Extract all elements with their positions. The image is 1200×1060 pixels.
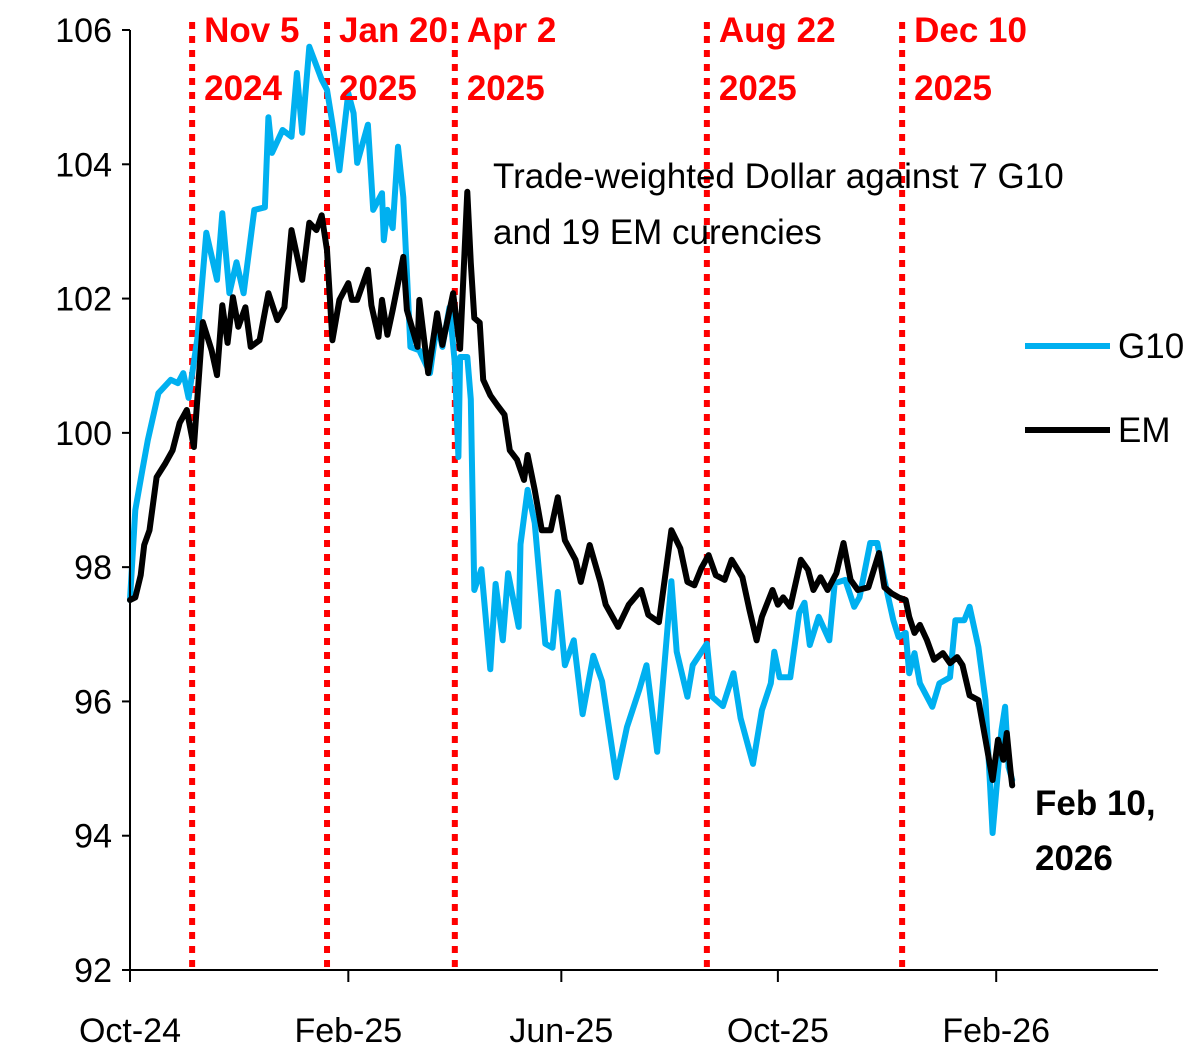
y-ticks: 92 94 96 98 100 102 104 106	[55, 12, 130, 990]
event-markers	[189, 22, 906, 970]
y-tick-label: 96	[74, 683, 112, 721]
event-labels: Nov 5 2024 Jan 20 2025 Apr 2 2025 Aug 22 2025 De…	[204, 11, 1027, 108]
legend-label-em: EM	[1118, 411, 1171, 450]
axes	[129, 30, 1158, 971]
y-tick-label: 98	[74, 549, 112, 587]
series-lines	[127, 43, 1016, 836]
x-tick-label: Jun-25	[509, 1012, 613, 1050]
event-label-line: Nov 5	[204, 11, 299, 50]
event-label-line: 2025	[914, 69, 992, 108]
series-line-em	[127, 188, 1016, 789]
x-tick-label: Oct-24	[79, 1012, 181, 1050]
y-tick-label: 102	[55, 281, 112, 319]
y-tick-label: 94	[74, 818, 112, 856]
x-tick-label: Feb-25	[294, 1012, 402, 1050]
legend: G10 EM	[1025, 327, 1184, 450]
x-tick-label: Oct-25	[727, 1012, 829, 1050]
series-line-g10	[127, 43, 1016, 836]
event-label-line: Apr 2	[467, 11, 556, 50]
y-tick-label: 104	[55, 146, 112, 184]
event-label-line: Dec 10	[914, 11, 1027, 50]
x-tick-label: Feb-26	[942, 1012, 1050, 1050]
event-label-line: 2024	[204, 69, 282, 108]
y-tick-label: 92	[74, 952, 112, 990]
event-label-line: 2025	[719, 69, 797, 108]
end-date-label-line-1: Feb 10,	[1035, 784, 1156, 823]
event-label-line: Jan 20	[339, 11, 448, 50]
event-label-line: 2025	[467, 69, 545, 108]
event-label-line: Aug 22	[719, 11, 836, 50]
end-date-label-line-2: 2026	[1035, 839, 1113, 878]
legend-label-g10: G10	[1118, 327, 1184, 366]
annotation-line-2: and 19 EM curencies	[493, 213, 822, 252]
x-ticks: Oct-24 Feb-25 Jun-25 Oct-25 Feb-26	[79, 970, 1050, 1050]
annotation-line-1: Trade-weighted Dollar against 7 G10	[493, 157, 1064, 196]
y-tick-label: 100	[55, 415, 112, 453]
y-tick-label: 106	[55, 12, 112, 50]
event-label-line: 2025	[339, 69, 417, 108]
